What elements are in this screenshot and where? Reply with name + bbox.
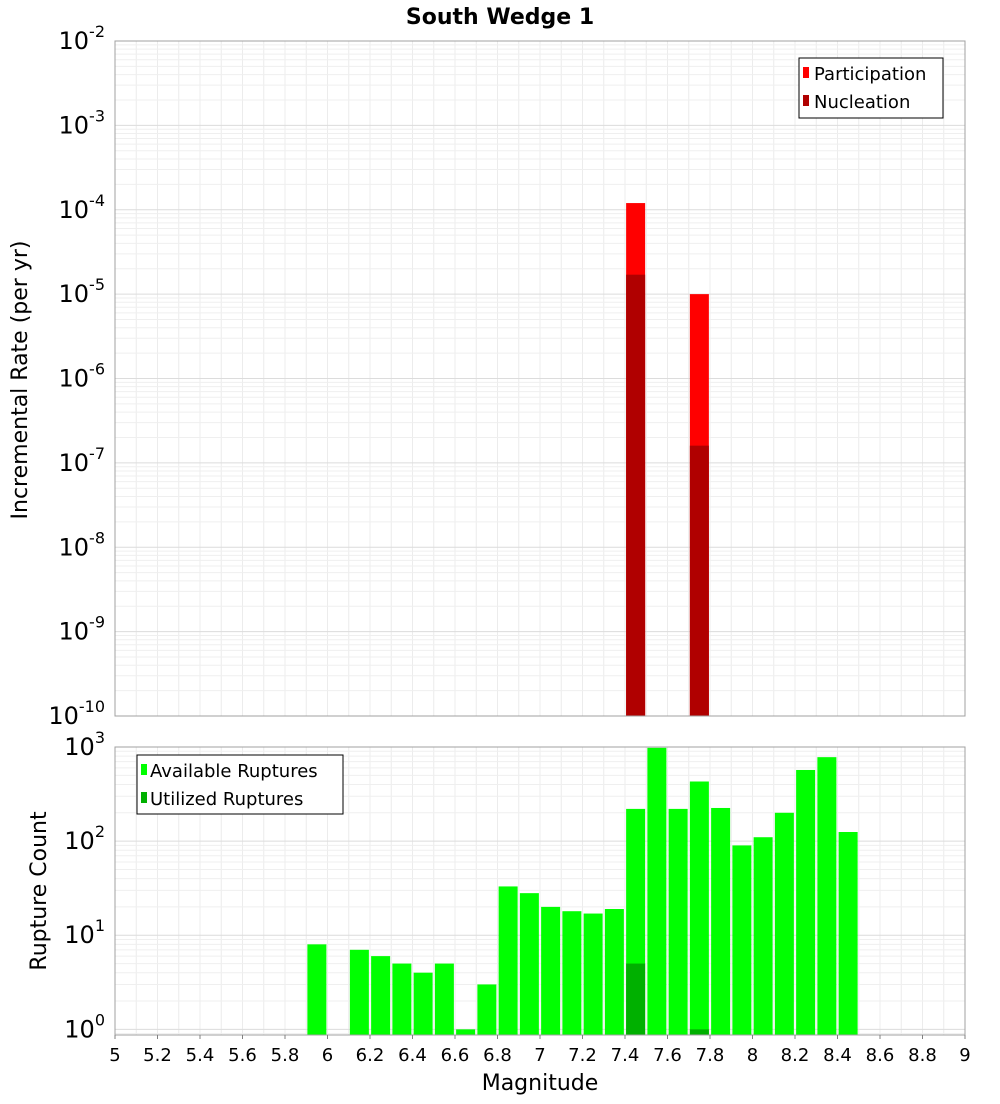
rate-bar-nucleation [626,274,646,716]
top-chart-grid [114,41,966,717]
x-tick-label: 8.2 [781,1045,810,1066]
count-bar-available-ruptures [604,908,624,1035]
count-bar-available-ruptures [689,781,709,1035]
bottom-legend-box [136,754,344,815]
x-tick-label: 7.8 [696,1045,725,1066]
count-bar-available-ruptures [371,956,391,1035]
top-y-tick-label: 10-8 [59,528,106,561]
count-bar-available-ruptures [434,963,454,1035]
count-bar-available-ruptures [796,769,816,1035]
count-bar-available-ruptures [774,812,794,1035]
count-bar-available-ruptures [838,831,858,1035]
bottom-y-tick-label: 100 [64,1010,105,1043]
count-bar-available-ruptures [349,949,369,1035]
legend-swatch-participation [803,67,809,78]
count-bar-available-ruptures [711,807,731,1035]
legend-swatch-nucleation [803,95,809,106]
top-y-axis-label: Incremental Rate (per yr) [8,241,33,520]
x-tick-label: 8 [747,1045,758,1066]
x-tick-labels: 5 5.2 5.4 5.6 5.8 6 6.2 6.4 6.6 6.8 7 7.2 7.4 7.6 7.8 8… [109,1035,971,1066]
legend-swatch-utilized [141,792,147,803]
x-tick-label: 6.4 [398,1045,427,1066]
top-chart-bars [626,203,709,716]
count-bar-available-ruptures [498,886,518,1035]
count-bar-available-ruptures [562,911,582,1035]
top-y-tick-label: 10-9 [59,613,106,646]
count-bar-available-ruptures [307,944,327,1035]
top-legend: Participation Nucleation [798,57,944,119]
x-tick-label: 7.4 [611,1045,640,1066]
top-y-tick-label: 10-6 [59,360,106,393]
top-plot-frame [114,40,966,717]
count-bar-utilized-ruptures [626,963,646,1035]
legend-label-utilized: Utilized Ruptures [150,789,303,810]
count-bar-available-ruptures [456,1029,476,1035]
x-tick-label: 5.6 [228,1045,257,1066]
count-bar-available-ruptures [392,963,412,1035]
x-tick-label: 8.8 [908,1045,937,1066]
rate-bar-nucleation [689,445,709,716]
count-bar-available-ruptures [541,906,561,1035]
count-bar-available-ruptures [477,984,497,1035]
count-bar-utilized-ruptures [689,1029,709,1035]
legend-swatch-available [141,764,147,775]
top-y-tick-label: 10-10 [48,697,105,730]
count-bar-available-ruptures [519,893,539,1035]
x-axis-label: Magnitude [482,1071,599,1096]
x-tick-label: 7.2 [568,1045,597,1066]
x-tick-label: 5.2 [143,1045,172,1066]
bottom-y-axis-label: Rupture Count [27,811,52,971]
bottom-chart-bars [307,747,858,1035]
top-legend-box [798,57,944,119]
top-y-tick-labels: 10-10 10-9 10-8 10-7 10-6 10-5 10-4 10-3 10-2 [48,22,105,730]
bottom-y-tick-labels: 100 101 102 103 [64,728,105,1043]
x-tick-label: 6 [322,1045,333,1066]
top-y-tick-label: 10-3 [59,106,106,139]
x-tick-label: 9 [959,1045,970,1066]
top-y-tick-label: 10-2 [59,22,106,55]
top-y-tick-label: 10-7 [59,444,106,477]
bottom-y-tick-label: 101 [64,916,105,949]
count-bar-available-ruptures [583,913,603,1035]
x-tick-label: 5 [109,1045,120,1066]
count-bar-available-ruptures [668,808,688,1035]
legend-label-available: Available Ruptures [150,761,318,782]
count-bar-available-ruptures [817,757,837,1035]
top-y-tick-label: 10-5 [59,275,106,308]
x-tick-label: 7 [534,1045,545,1066]
legend-label-nucleation: Nucleation [814,92,910,113]
legend-label-participation: Participation [814,64,926,85]
count-bar-available-ruptures [753,837,773,1035]
top-y-tick-label: 10-4 [59,191,106,224]
x-tick-label: 8.4 [823,1045,852,1066]
x-tick-label: 6.2 [356,1045,385,1066]
x-tick-label: 7.6 [653,1045,682,1066]
x-tick-label: 5.4 [186,1045,215,1066]
count-bar-available-ruptures [732,845,752,1035]
x-tick-label: 8.6 [866,1045,895,1066]
x-tick-label: 6.6 [441,1045,470,1066]
bottom-y-tick-label: 102 [64,822,105,855]
bottom-legend: Available Ruptures Utilized Ruptures [136,754,344,815]
count-bar-available-ruptures [413,972,433,1035]
x-tick-label: 6.8 [483,1045,512,1066]
chart-title: South Wedge 1 [406,5,594,30]
bottom-y-tick-label: 103 [64,728,105,761]
x-tick-label: 5.8 [271,1045,300,1066]
count-bar-available-ruptures [647,747,667,1035]
